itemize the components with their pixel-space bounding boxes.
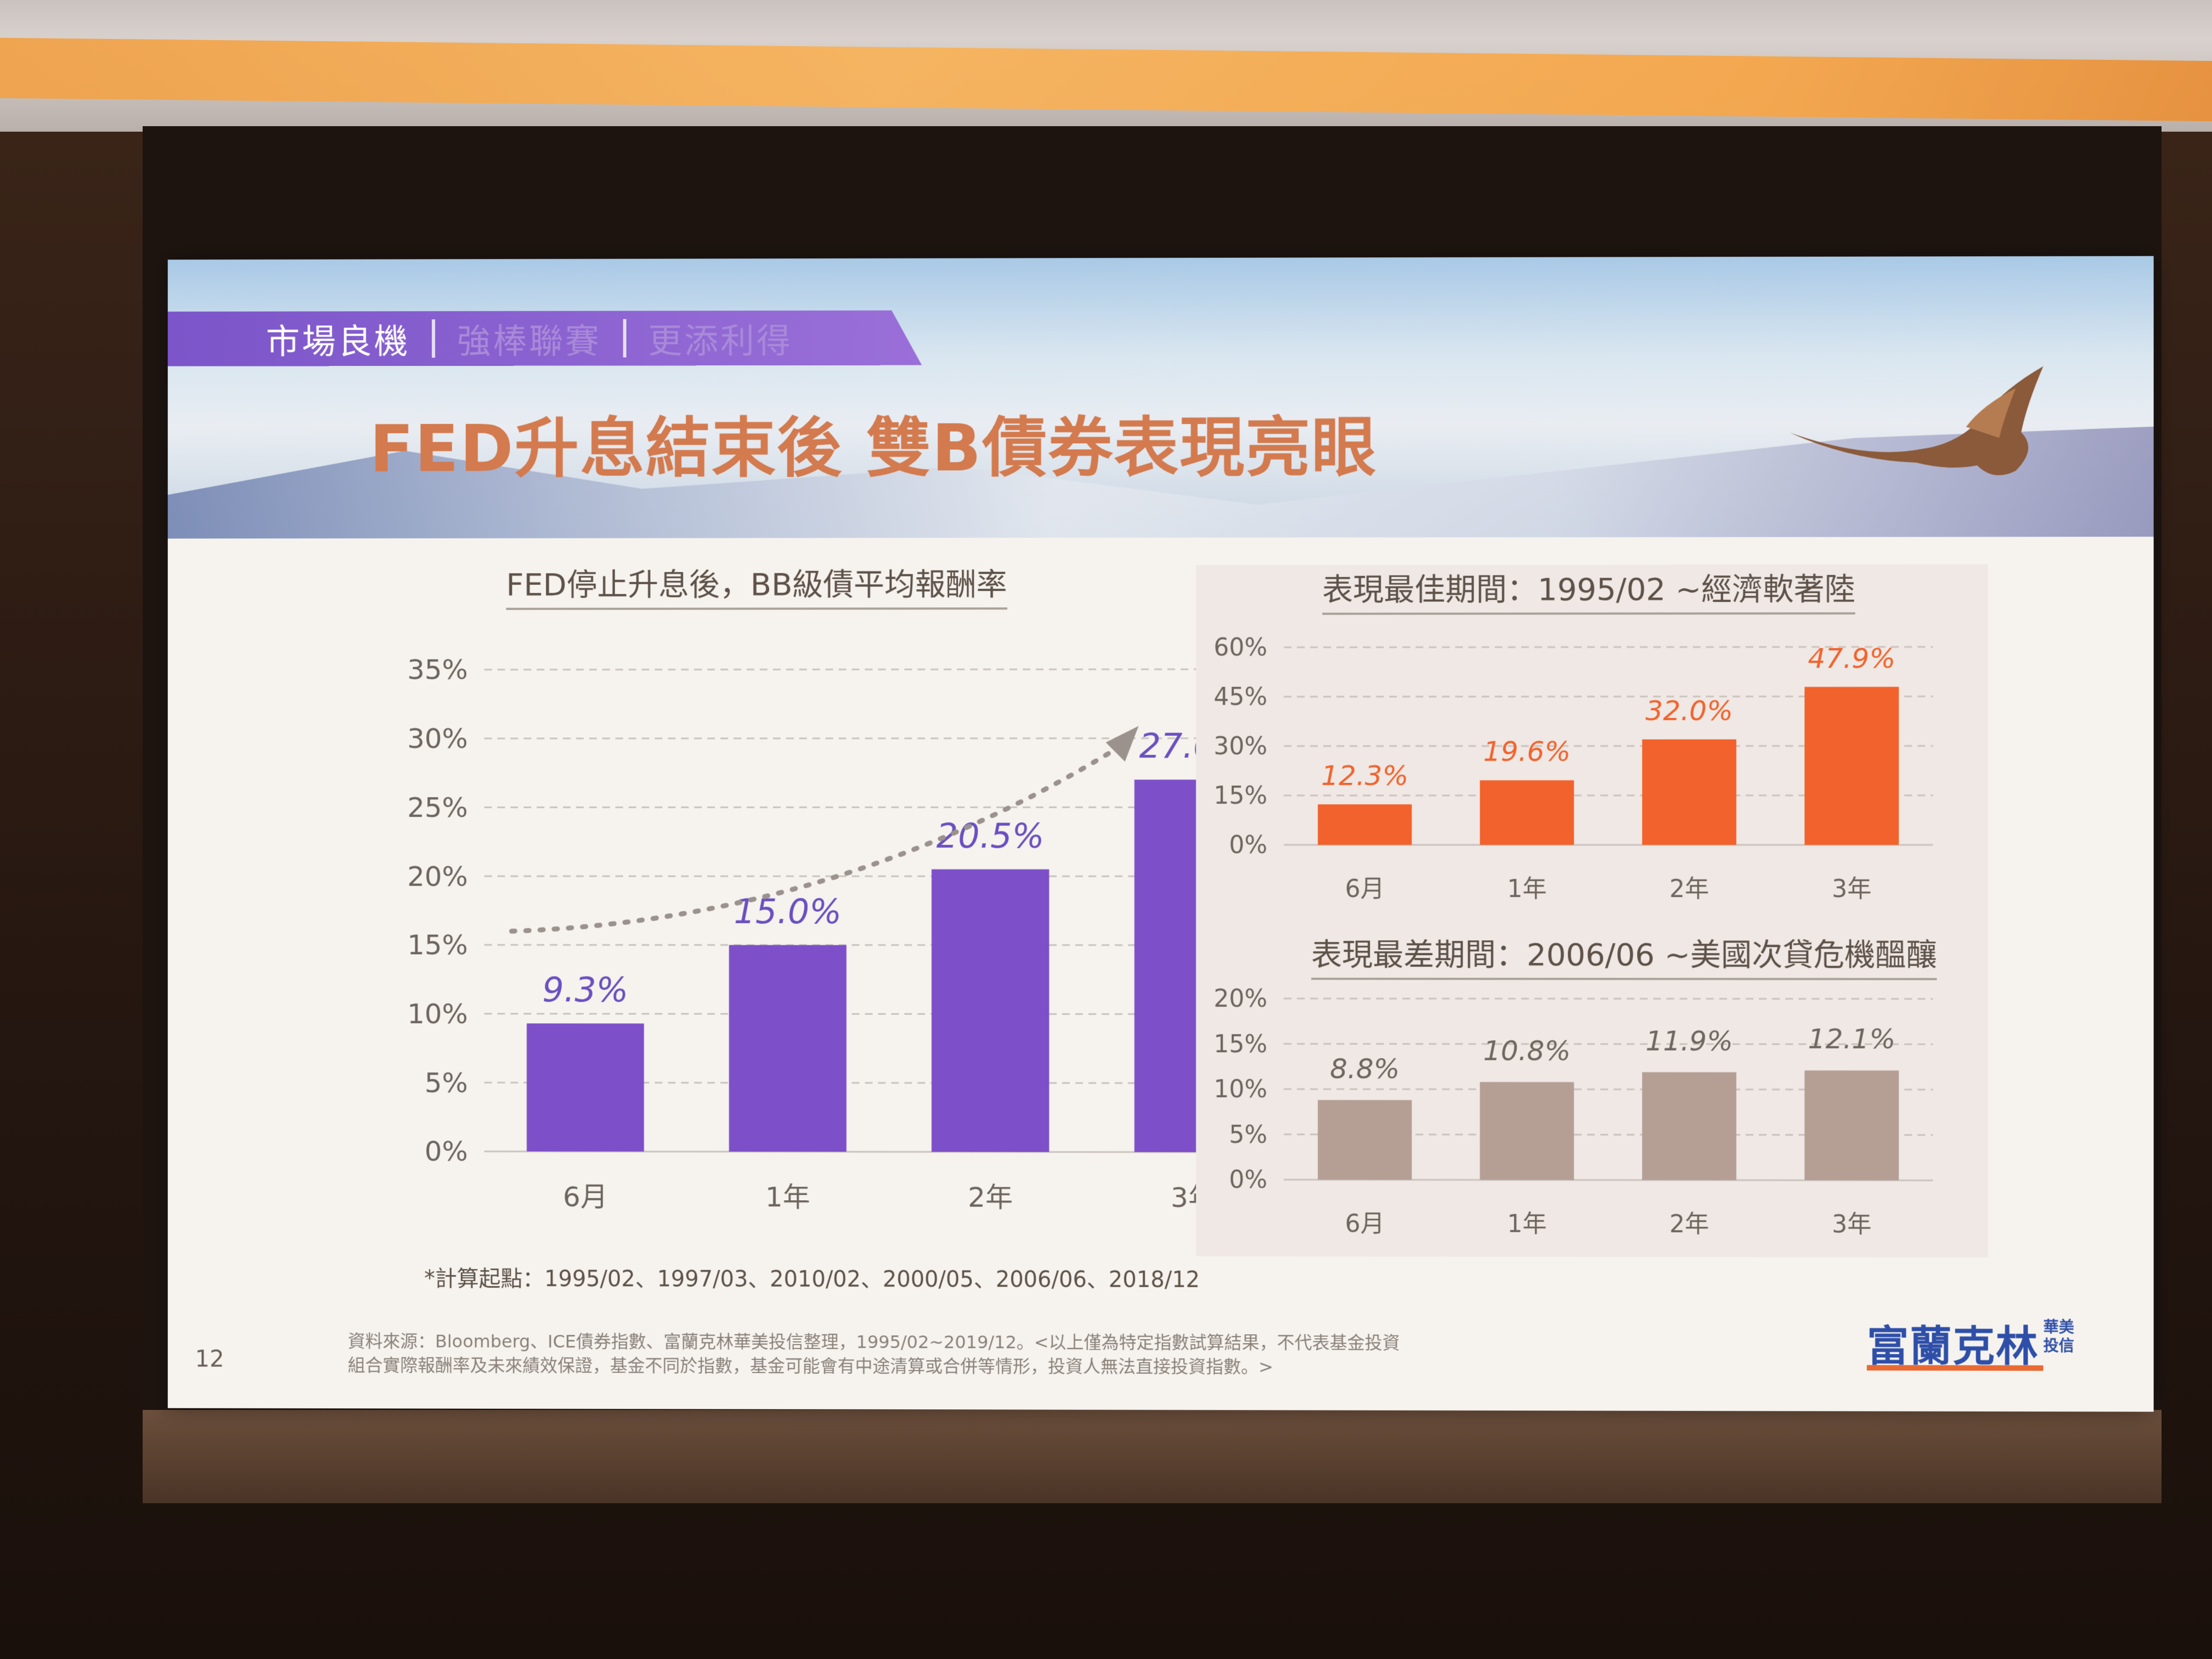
y-tick-label: 20% [407,860,468,892]
data-label: 10.8% [1483,1035,1571,1066]
source-text: 資料來源：Bloomberg、ICE債券指數、富蘭克林華美投信整理，1995/0… [348,1329,1400,1379]
x-tick-label: 3年 [1832,1210,1871,1238]
y-tick-label: 10% [1214,1075,1267,1103]
y-tick-label: 60% [1214,634,1267,662]
data-label: 9.3% [543,970,629,1010]
grid-line [484,669,1295,670]
trend-arrow-head [1106,726,1139,761]
y-tick-label: 10% [407,998,468,1030]
best-chart-title: 表現最佳期間：1995/02 ~經濟軟著陸 [1322,565,1855,615]
y-tick-label: 45% [1214,683,1267,711]
tag-separator [432,319,435,358]
tag-1: 市場良機 [266,314,410,363]
grid-line [1284,998,1933,999]
source-line-1: 資料來源：Bloomberg、ICE債券指數、富蘭克林華美投信整理，1995/0… [348,1329,1400,1355]
x-tick-label: 2年 [1669,1210,1709,1238]
data-label: 20.5% [936,816,1045,855]
y-tick-label: 20% [1214,985,1267,1013]
bar [1480,1082,1574,1180]
bar [932,870,1049,1152]
x-tick-label: 6月 [1345,1210,1385,1238]
page-number: 12 [195,1345,224,1372]
tag-bar: 市場良機 強棒聯賽 更添利得 [168,311,922,366]
logo-underline [1867,1365,2044,1371]
y-tick-label: 5% [425,1067,468,1099]
bar [527,1023,644,1152]
bar [729,945,847,1152]
calculation-note: *計算起點：1995/02、1997/03、2010/02、2000/05、20… [424,1261,1200,1294]
y-tick-label: 0% [425,1136,468,1167]
logo-subtext-1: 華美 [2043,1318,2074,1336]
x-tick-label: 1年 [765,1181,810,1213]
eagle-icon [1784,366,2059,510]
y-tick-label: 5% [1229,1121,1267,1149]
x-tick-label: 1年 [1507,875,1547,903]
y-tick-label: 15% [1214,782,1267,810]
company-logo: 富蘭克林 華美 投信 [1867,1312,2093,1373]
data-label: 12.1% [1808,1023,1895,1055]
x-tick-label: 2年 [1669,875,1709,903]
tag-separator [623,319,627,358]
data-label: 12.3% [1321,760,1408,792]
y-tick-label: 30% [1214,732,1267,760]
best-chart: 0% 15% 30% 45% 60% 12.3% 6月 19.6% 1年 32.0% 2年 47.9%… [1201,614,1983,922]
data-label: 19.6% [1483,736,1571,768]
y-tick-label: 0% [1229,831,1267,859]
bar [1642,740,1736,845]
bar [1318,804,1412,845]
slide-title: FED升息結束後 雙B債券表現亮眼 [370,394,1378,489]
data-label: 32.0% [1645,695,1733,726]
source-line-2: 組合實際報酬率及未來績效保證，基金不同於指數，基金可能會有中途清算或合併等情形，… [348,1353,1400,1379]
y-tick-label: 15% [1214,1030,1267,1058]
y-tick-label: 35% [407,654,468,686]
logo-subtext-2: 投信 [2043,1337,2074,1356]
bar [1804,687,1899,845]
bar [1642,1072,1736,1180]
bar [1318,1100,1412,1180]
tag-2: 強棒聯賽 [457,314,601,363]
y-tick-label: 0% [1229,1166,1267,1194]
x-tick-label: 1年 [1507,1210,1547,1238]
x-tick-label: 6月 [1345,875,1385,903]
slide: 市場良機 強棒聯賽 更添利得 FED升息結束後 雙B債券表現亮眼 FED停止升息… [168,256,2154,1412]
tag-3: 更添利得 [648,313,793,363]
data-label: 11.9% [1645,1025,1733,1057]
x-tick-label: 3年 [1832,875,1871,903]
screen-bottom-edge [143,1410,2162,1503]
y-tick-label: 25% [407,792,468,823]
bar [1804,1070,1899,1180]
y-tick-label: 15% [407,929,468,961]
worst-chart: 0% 5% 10% 15% 20% 8.8% 6月 10.8% 1年 11.9% 2年 12.1% 3年 [1201,971,1983,1257]
y-tick-label: 30% [407,723,468,755]
x-tick-label: 6月 [563,1181,608,1213]
x-tick-label: 2年 [968,1182,1013,1214]
bar [1480,780,1574,845]
data-label: 47.9% [1808,642,1895,674]
data-label: 8.8% [1330,1053,1400,1085]
main-chart: 0%5%10%15%20%25%30%35%9.3%6月15.0%1年20.5%… [375,598,1339,1246]
logo-subtext: 華美 投信 [2043,1318,2074,1355]
